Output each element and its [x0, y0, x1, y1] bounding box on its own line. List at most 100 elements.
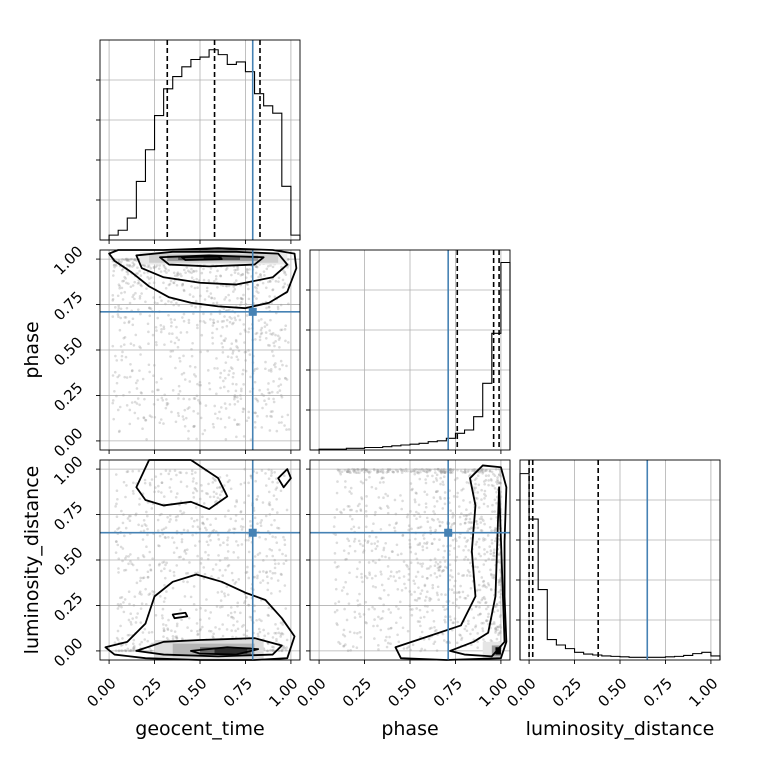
- sample-point: [436, 489, 439, 493]
- sample-point: [497, 625, 500, 629]
- sample-point: [474, 486, 478, 490]
- sample-point: [177, 555, 181, 559]
- sample-point: [201, 515, 204, 519]
- sample-point: [441, 520, 444, 524]
- sample-point: [220, 320, 224, 323]
- sample-point: [284, 324, 288, 328]
- sample-point: [457, 606, 461, 610]
- sample-point: [431, 583, 435, 587]
- sample-point: [196, 571, 200, 574]
- sample-point: [214, 412, 217, 416]
- sample-point: [223, 484, 226, 487]
- sample-point: [136, 308, 140, 311]
- sample-point: [345, 618, 349, 622]
- sample-point: [222, 385, 226, 389]
- sample-point: [229, 517, 233, 521]
- sample-point: [229, 487, 233, 491]
- sample-point: [489, 639, 493, 642]
- sample-point: [275, 486, 279, 489]
- sample-point: [483, 489, 487, 493]
- sample-point: [495, 490, 498, 494]
- y-tick-label: 0.50: [50, 333, 86, 369]
- sample-point: [486, 582, 490, 585]
- sample-point: [438, 524, 442, 528]
- sample-point: [234, 318, 237, 322]
- sample-point: [180, 512, 184, 516]
- sample-point: [459, 584, 462, 588]
- sample-point: [129, 560, 132, 563]
- sample-point: [123, 321, 126, 325]
- sample-point: [169, 340, 173, 343]
- sample-point: [433, 537, 436, 541]
- sample-point: [465, 508, 468, 512]
- sample-point: [258, 388, 261, 392]
- sample-point: [159, 418, 163, 421]
- sample-point: [138, 269, 141, 273]
- sample-point: [229, 347, 232, 351]
- sample-point: [216, 486, 219, 490]
- histogram-geocent-time: [96, 39, 301, 244]
- sample-point: [111, 274, 115, 277]
- sample-point: [167, 313, 170, 317]
- sample-point: [117, 283, 121, 286]
- sample-point: [463, 536, 467, 540]
- sample-point: [340, 511, 343, 515]
- sample-point: [183, 378, 187, 381]
- sample-point: [148, 306, 151, 310]
- sample-point: [255, 398, 259, 401]
- sample-point: [279, 303, 283, 307]
- sample-point: [441, 480, 445, 484]
- sample-point: [280, 573, 283, 576]
- sample-point: [179, 471, 183, 475]
- sample-point: [180, 274, 183, 278]
- sample-point: [279, 635, 282, 638]
- sample-point: [175, 564, 179, 567]
- sample-point: [221, 623, 224, 626]
- sample-point: [258, 630, 262, 634]
- sample-point: [143, 481, 147, 485]
- sample-point: [243, 501, 246, 504]
- y-tick-label: 0.00: [50, 634, 86, 670]
- sample-point: [114, 540, 118, 543]
- sample-point: [481, 597, 485, 600]
- sample-point: [163, 269, 167, 273]
- sample-point: [264, 286, 268, 290]
- sample-point: [193, 486, 197, 490]
- sample-point: [148, 370, 151, 374]
- sample-point: [219, 386, 222, 390]
- sample-point: [162, 627, 166, 630]
- sample-point: [268, 547, 272, 551]
- sample-point: [448, 574, 452, 577]
- sample-point: [257, 275, 260, 279]
- sample-point: [486, 534, 490, 537]
- sample-point: [235, 540, 238, 543]
- sample-point: [259, 273, 262, 277]
- sample-point: [162, 629, 166, 633]
- sample-point: [255, 618, 258, 622]
- sample-point: [255, 331, 259, 335]
- sample-point: [432, 510, 435, 513]
- sample-point: [192, 409, 195, 413]
- sample-point: [233, 395, 237, 399]
- sample-point: [206, 492, 209, 496]
- sample-point: [474, 520, 478, 523]
- sample-point: [481, 470, 485, 474]
- sample-point: [364, 510, 368, 513]
- sample-point: [242, 368, 245, 372]
- sample-point: [136, 266, 139, 269]
- sample-point: [442, 483, 445, 486]
- sample-point: [140, 602, 144, 606]
- sample-point: [490, 538, 494, 542]
- sample-point: [482, 638, 485, 641]
- sample-point: [124, 649, 128, 653]
- sample-point: [179, 480, 183, 484]
- sample-point: [146, 576, 150, 579]
- sample-point: [111, 374, 115, 377]
- sample-point: [443, 497, 447, 500]
- sample-point: [441, 632, 445, 636]
- sample-point: [124, 355, 128, 359]
- sample-point: [150, 507, 154, 510]
- sample-point: [195, 277, 198, 281]
- sample-point: [265, 575, 269, 578]
- sample-point: [366, 470, 369, 474]
